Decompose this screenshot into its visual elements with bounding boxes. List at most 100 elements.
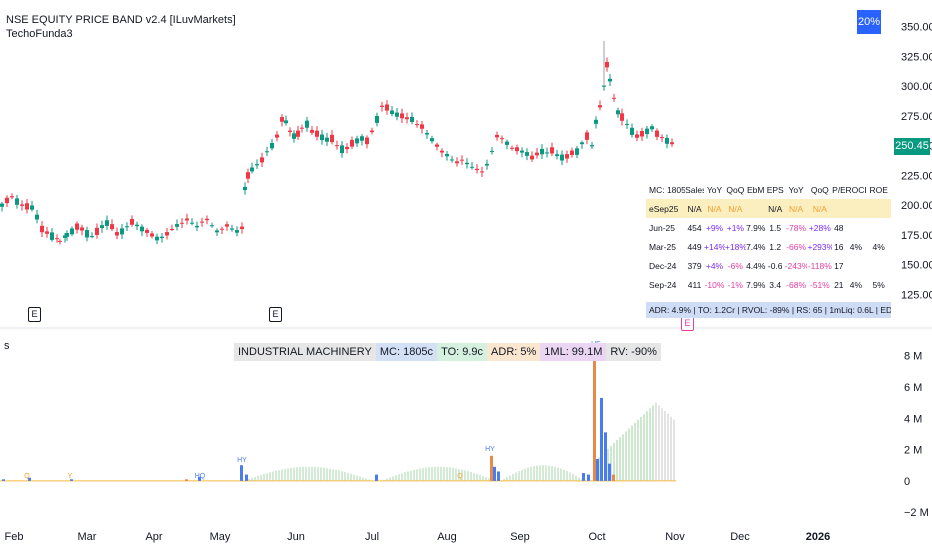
volume-average-bar xyxy=(299,467,301,481)
volume-average-bar xyxy=(248,478,250,481)
volume-average-bar xyxy=(368,479,370,481)
fundamentals-footer: ADR: 4.9% | TO: 1.2Cr | RVOL: -89% | RS:… xyxy=(646,302,891,318)
volume-average-bar xyxy=(425,467,427,481)
table-row: Mar-25 449 +14% +18% 7.4% 1.2 -66% +293%… xyxy=(646,237,891,256)
volume-average-bar xyxy=(266,473,268,481)
table-cell: -1% xyxy=(727,279,743,290)
candle-body xyxy=(370,130,374,133)
candle-body xyxy=(475,168,479,171)
volume-average-bar xyxy=(416,469,418,481)
table-cell: Dec-24 xyxy=(649,260,677,271)
volume-average-bar xyxy=(479,474,481,481)
volume-average-bar xyxy=(323,467,325,481)
table-cell: -10% xyxy=(704,279,725,290)
candle-body xyxy=(296,130,300,137)
candle-body xyxy=(215,230,219,233)
candle-body xyxy=(115,232,119,236)
candle-body xyxy=(450,159,454,161)
earnings-marker[interactable]: E xyxy=(28,307,41,322)
table-cell: +4% xyxy=(705,260,724,271)
volume-average-bar xyxy=(446,467,448,481)
volume-average-bar xyxy=(506,477,508,481)
price-scale-label: 300.00 xyxy=(901,81,932,93)
candle-body xyxy=(288,130,292,133)
volume-bar xyxy=(497,471,500,481)
candle-body xyxy=(485,163,489,166)
volume-bar xyxy=(608,463,611,481)
candle-body xyxy=(190,222,194,224)
candle-body xyxy=(100,225,104,229)
volume-average-bar xyxy=(530,466,532,481)
table-cell: N/A xyxy=(707,203,722,214)
table-header-cell: EPS xyxy=(766,184,784,195)
candle-body xyxy=(240,226,244,230)
industry-label: INDUSTRIAL MACHINERY xyxy=(234,343,376,361)
volume-average-bar xyxy=(278,470,280,481)
price-scale-label: 225.00 xyxy=(901,170,932,182)
candle-body xyxy=(580,142,584,145)
price-scale-label: 275.00 xyxy=(901,111,932,123)
table-cell: 48 xyxy=(834,222,844,233)
volume-average-bar xyxy=(566,471,568,481)
table-cell: +9% xyxy=(705,222,724,233)
candle-body xyxy=(210,225,214,227)
volume-average-bar xyxy=(317,467,319,481)
volume-tag-label: Y xyxy=(68,473,73,480)
volume-average-bar xyxy=(326,468,328,481)
volume-bar xyxy=(582,473,585,481)
volume-average-bar xyxy=(452,467,454,481)
candle-body xyxy=(305,120,309,128)
candle-body xyxy=(410,116,414,122)
volume-average-bar xyxy=(350,473,352,481)
volume-scale-label: 2 M xyxy=(904,445,922,457)
candle-body xyxy=(645,128,649,135)
volume-bar xyxy=(493,466,496,481)
volume-average-bar xyxy=(428,467,430,481)
candle-body xyxy=(205,218,209,221)
volume-average-bar xyxy=(548,465,550,481)
volume-average-bar xyxy=(518,471,520,481)
volume-average-bar xyxy=(302,466,304,481)
table-cell: 379 xyxy=(687,260,702,271)
candle-body xyxy=(570,150,574,155)
time-axis-label: May xyxy=(210,531,231,543)
price-scale-label: 325.00 xyxy=(901,51,932,63)
volume-average-bar xyxy=(320,467,322,481)
volume-average-bar xyxy=(634,422,636,481)
table-cell: 7.4% xyxy=(746,241,766,252)
volume-average-bar xyxy=(392,476,394,481)
volume-average-bar xyxy=(619,437,621,481)
candle-body xyxy=(35,214,39,220)
price-scale-label: 350.00 xyxy=(901,22,932,34)
table-cell: 21 xyxy=(834,279,844,290)
candle-body xyxy=(575,148,579,155)
volume-average-bar xyxy=(488,478,490,481)
volume-average-bar xyxy=(667,413,669,481)
candle-body xyxy=(365,137,369,145)
volume-bar xyxy=(490,455,493,481)
volume-scale-label: 8 M xyxy=(904,351,922,363)
volume-average-bar xyxy=(503,479,505,481)
time-axis-label: Nov xyxy=(665,531,685,543)
candle-body xyxy=(440,150,444,153)
volume-tag-label: Q xyxy=(24,473,30,480)
candle-body xyxy=(40,225,44,233)
volume-average-bar xyxy=(305,466,307,481)
table-row: Jun-25 454 +9% +1% 7.9% 1.5 -78% +28% 48 xyxy=(646,218,891,237)
table-cell: 1.2 xyxy=(769,241,782,252)
candle-body xyxy=(480,171,484,173)
time-axis-label: Sep xyxy=(510,531,530,543)
table-cell: +293% xyxy=(807,241,833,252)
earnings-marker[interactable]: E xyxy=(681,316,694,331)
candle-body xyxy=(140,226,144,232)
candle-body xyxy=(525,152,529,156)
volume-average-bar xyxy=(637,419,639,481)
candle-body xyxy=(310,129,314,133)
candle-body xyxy=(135,224,139,227)
volume-average-bar xyxy=(572,474,574,481)
volume-average-bar xyxy=(625,431,627,481)
volume-average-bar xyxy=(335,469,337,481)
candle-body xyxy=(45,231,49,234)
earnings-marker[interactable]: E xyxy=(269,307,282,322)
